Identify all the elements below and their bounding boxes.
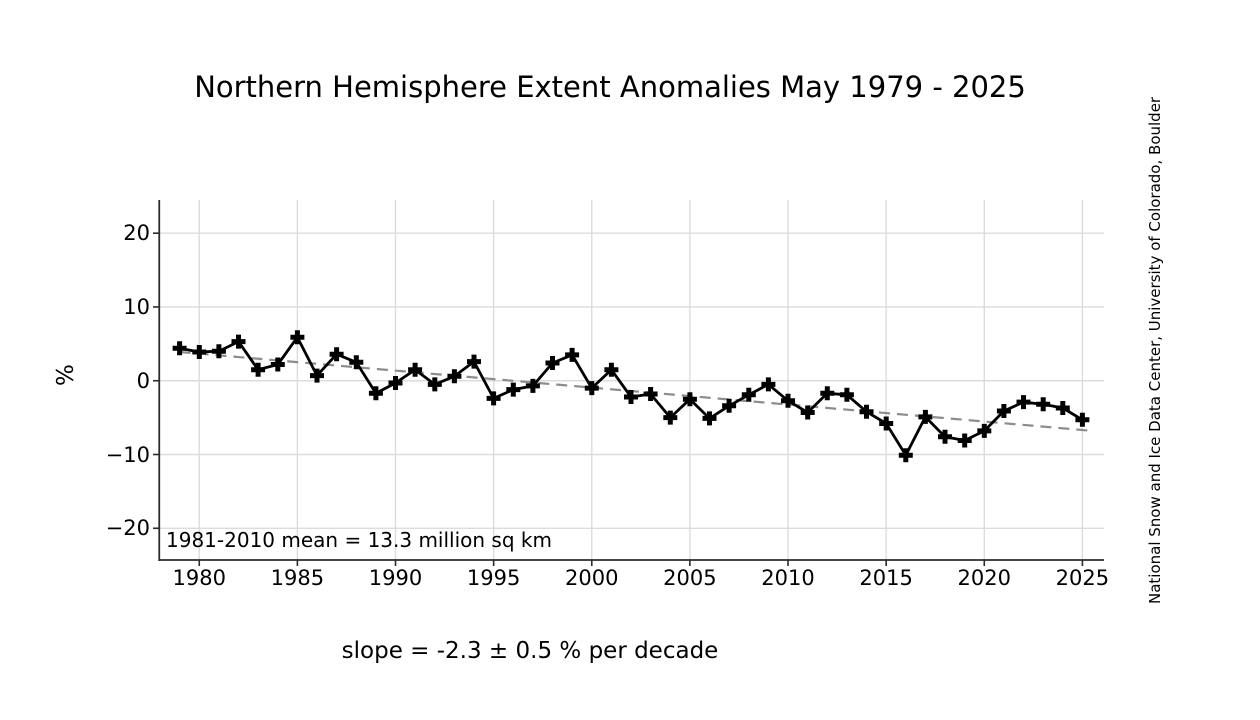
- y-tick-label: 0: [136, 368, 150, 393]
- y-tick-label: 20: [123, 221, 150, 246]
- x-tick-label: 2005: [663, 566, 717, 590]
- x-tick-label: 2000: [565, 566, 619, 590]
- x-tick-label: 1990: [368, 566, 423, 590]
- mean-annotation: 1981-2010 mean = 13.3 million sq km: [166, 528, 552, 552]
- credit-text: National Snow and Ice Data Center, Unive…: [1146, 96, 1164, 604]
- y-tick-label: −20: [105, 516, 150, 541]
- x-tick-label: 2020: [957, 566, 1011, 590]
- chart-title: Northern Hemisphere Extent Anomalies May…: [194, 70, 1026, 104]
- x-tick-label: 2010: [761, 566, 815, 590]
- x-tick-label: 2015: [859, 566, 913, 590]
- data-point-markers: [172, 330, 1090, 463]
- x-tick-label: 1980: [172, 566, 226, 590]
- slope-label: slope = -2.3 ± 0.5 % per decade: [341, 638, 719, 664]
- trend-line: [179, 350, 1095, 433]
- x-tick-label: 1995: [466, 566, 521, 590]
- x-tick-label: 1985: [270, 566, 325, 590]
- y-tick-label: 10: [123, 294, 150, 319]
- x-tick-label: 2025: [1055, 566, 1110, 590]
- y-tick-label: −10: [105, 442, 150, 467]
